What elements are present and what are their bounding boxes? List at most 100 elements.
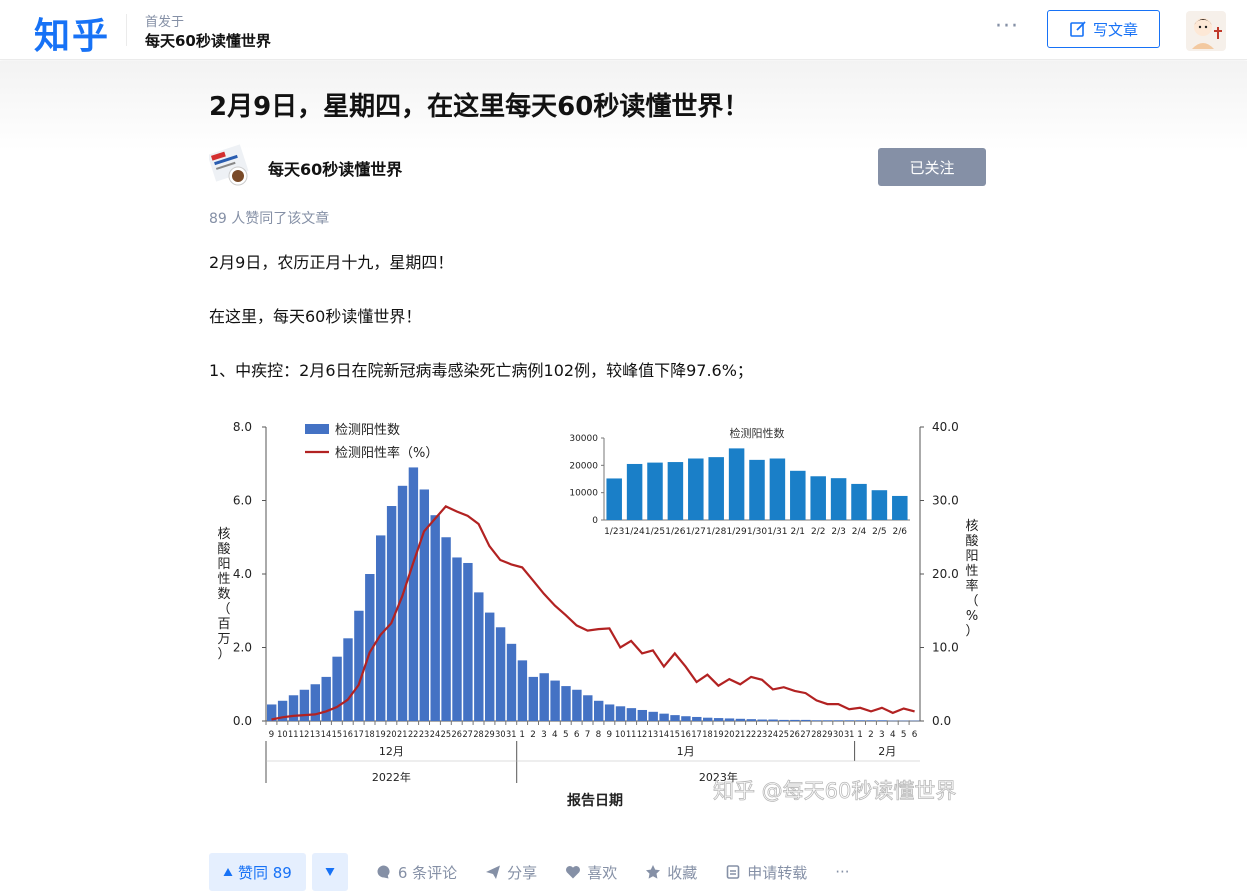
comments-label: 6 条评论 — [397, 863, 458, 882]
x-tick-label: 12 — [637, 730, 647, 740]
write-article-button[interactable]: 写文章 — [1047, 10, 1160, 48]
x-tick-label: 15 — [332, 730, 342, 740]
paragraph-news-1: 1、中疾控：2月6日在院新冠病毒感染死亡病例102例，较峰值下降97.6%； — [209, 361, 753, 380]
share-button[interactable]: 分享 — [485, 862, 537, 883]
inset-x-label: 2/4 — [852, 527, 867, 537]
positive-count-bar — [441, 537, 451, 721]
positive-count-bar — [648, 711, 658, 721]
like-label: 喜欢 — [587, 863, 618, 882]
star-icon — [646, 865, 661, 879]
positive-count-bar — [757, 719, 767, 721]
x-tick-label: 27 — [462, 730, 472, 740]
left-y-axis-title: 百 — [217, 617, 230, 632]
x-tick-label: 30 — [495, 730, 506, 740]
positive-count-bar — [267, 704, 277, 721]
inset-tick-label: 30000 — [569, 434, 598, 444]
inset-bar — [667, 462, 684, 520]
left-y-axis-title: 酸 — [217, 542, 230, 557]
x-tick-label: 17 — [691, 730, 701, 740]
column-name-link[interactable]: 每天60秒读懂世界 — [145, 32, 271, 50]
left-y-axis-title: 万 — [217, 632, 230, 647]
inset-x-label: 1/27 — [686, 527, 706, 537]
x-tick-label: 30 — [833, 730, 844, 740]
positive-count-bar — [288, 695, 299, 721]
positive-count-bar — [528, 676, 538, 721]
inset-bar — [728, 448, 745, 520]
positive-count-bar — [452, 557, 462, 721]
positive-count-bar — [833, 720, 844, 721]
inset-tick-label: 20000 — [569, 461, 598, 471]
x-tick-label: 26 — [452, 730, 463, 740]
comments-button[interactable]: 6 条评论 — [376, 862, 457, 883]
positive-count-bar — [899, 720, 909, 722]
positive-count-bar — [386, 506, 397, 721]
positive-count-bar — [506, 643, 517, 721]
right-tick-label: 30.0 — [932, 494, 959, 508]
paragraph-intro: 在这里，每天60秒读懂世界！ — [209, 307, 422, 326]
right-y-axis-title: 率 — [965, 578, 978, 594]
positive-count-bar — [277, 700, 288, 721]
positive-count-bar — [746, 719, 756, 721]
like-button[interactable]: 喜欢 — [565, 862, 617, 883]
month-label: 2月 — [878, 745, 896, 758]
positive-count-bar — [801, 719, 811, 721]
collect-button[interactable]: 收藏 — [645, 862, 697, 883]
inset-x-label: 2/1 — [791, 527, 805, 537]
positive-count-bar — [430, 515, 440, 721]
zhihu-logo[interactable]: 知乎 — [34, 16, 111, 57]
x-tick-label: 13 — [310, 730, 320, 740]
inset-x-label: 2/3 — [831, 527, 845, 537]
inset-bar — [626, 463, 643, 520]
inset-bar — [708, 457, 724, 520]
more-menu-button[interactable]: ··· — [995, 14, 1019, 39]
x-tick-label: 23 — [757, 730, 767, 740]
user-avatar[interactable] — [1186, 11, 1226, 51]
author-name-link[interactable]: 每天60秒读懂世界 — [268, 160, 403, 179]
x-axis-title: 报告日期 — [567, 792, 623, 809]
positive-count-bar — [724, 718, 735, 721]
x-tick-label: 16 — [680, 730, 691, 740]
vote-up-button[interactable]: 赞同 89 — [209, 853, 306, 891]
repost-request-button[interactable]: 申请转载 — [725, 862, 807, 883]
x-tick-label: 12 — [299, 730, 309, 740]
x-tick-label: 31 — [844, 730, 854, 740]
inset-x-label: 1/29 — [726, 527, 746, 537]
covid-chart-figure[interactable]: 0.0 2.0 4.0 6.0 8.0 0.0 10.0 20.0 30.0 40.0 9 10 11 1… — [209, 410, 989, 820]
vote-down-button[interactable] — [311, 853, 348, 891]
positive-count-bar — [332, 656, 342, 721]
vote-up-label: 赞同 89 — [238, 863, 292, 882]
x-tick-label: 11 — [626, 730, 636, 740]
positive-count-bar — [604, 704, 615, 721]
author-avatar[interactable] — [207, 143, 251, 188]
x-tick-label: 21 — [397, 730, 407, 740]
x-tick-label: 18 — [364, 730, 375, 740]
x-tick-label: 2 — [868, 730, 874, 740]
right-tick-label: 20.0 — [932, 567, 959, 581]
left-y-axis-title: 性 — [217, 572, 230, 587]
triangle-down-icon — [325, 868, 335, 876]
positive-count-bar — [321, 676, 331, 721]
x-tick-label: 27 — [800, 730, 810, 740]
left-y-axis-title: （ — [217, 602, 230, 617]
x-tick-label: 2 — [530, 730, 536, 740]
follow-button[interactable]: 已关注 — [878, 148, 986, 186]
positive-count-bar — [517, 660, 528, 721]
right-y-axis-title: 酸 — [965, 534, 978, 549]
positive-count-bar — [910, 720, 920, 722]
positive-count-bar — [310, 684, 320, 721]
legend-bar-swatch — [305, 424, 329, 434]
x-tick-label: 10 — [615, 730, 626, 740]
article-title: 2月9日，星期四，在这里每天60秒读懂世界！ — [209, 92, 750, 122]
positive-count-bar — [594, 700, 604, 721]
x-tick-label: 1 — [519, 730, 525, 740]
x-tick-label: 28 — [811, 730, 822, 740]
inset-bar — [830, 478, 847, 520]
positive-count-bar — [615, 706, 626, 721]
positive-count-bar — [888, 720, 898, 722]
positive-count-bar — [713, 718, 724, 721]
x-tick-label: 28 — [473, 730, 484, 740]
more-actions-button[interactable]: ··· — [835, 863, 849, 881]
x-tick-label: 3 — [541, 730, 547, 740]
x-tick-label: 31 — [506, 730, 516, 740]
x-tick-label: 4 — [552, 730, 558, 740]
